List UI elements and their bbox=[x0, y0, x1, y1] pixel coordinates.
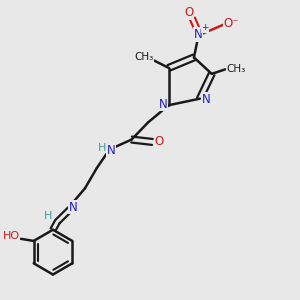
Text: H: H bbox=[98, 142, 106, 153]
Text: O: O bbox=[154, 135, 164, 148]
Text: +: + bbox=[202, 23, 209, 32]
Text: HO: HO bbox=[3, 231, 20, 242]
Text: CH₃: CH₃ bbox=[134, 52, 154, 62]
Text: N: N bbox=[158, 98, 167, 111]
Text: CH₃: CH₃ bbox=[226, 64, 246, 74]
Text: O⁻: O⁻ bbox=[223, 16, 239, 30]
Text: H: H bbox=[44, 211, 52, 221]
Text: N: N bbox=[107, 144, 116, 157]
Text: O: O bbox=[184, 6, 194, 19]
Text: N: N bbox=[194, 28, 203, 41]
Text: N: N bbox=[201, 93, 210, 106]
Text: N: N bbox=[68, 201, 77, 214]
